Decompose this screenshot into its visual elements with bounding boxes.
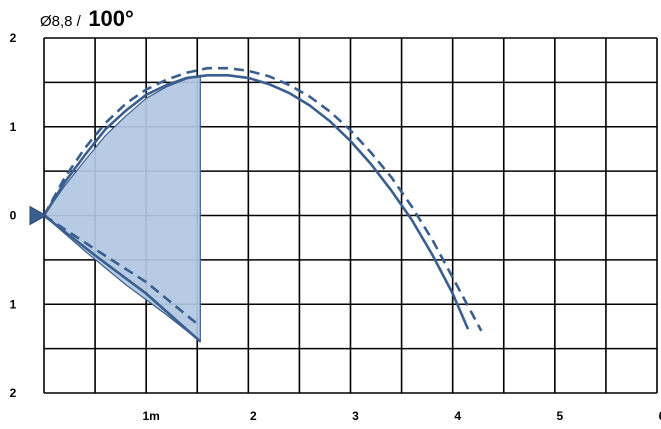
y-tick-label: 2 [10,386,17,400]
x-tick-label: 2 [250,409,257,423]
x-tick-label: 3 [352,409,359,423]
trajectory-line-1-solid [42,74,470,330]
chart-title: Ø8,8 / 100° [40,6,134,31]
trajectory-line-3-solid [43,214,202,343]
nozzle-marker [29,205,48,226]
x-axis-ticks: 1m 2 3 4 5 6 [142,409,661,423]
y-tick-label: 2 [10,31,17,45]
chart-title-main: 100° [88,6,134,31]
y-tick-label: 0 [10,209,17,223]
x-tick-label: 1m [142,409,159,423]
x-tick-label: 6 [659,409,661,423]
trajectory-line-2-dashed [42,66,483,332]
y-axis-ticks: 2 1 0 1 2 [10,31,17,400]
trajectory-lines [42,66,483,343]
y-tick-label: 1 [10,297,17,311]
chart-grid [43,37,658,394]
x-tick-label: 4 [454,409,461,423]
y-tick-label: 1 [10,120,17,134]
x-tick-label: 5 [556,409,563,423]
nozzle-group [29,205,48,226]
chart-title-prefix: Ø8,8 / [40,13,82,30]
